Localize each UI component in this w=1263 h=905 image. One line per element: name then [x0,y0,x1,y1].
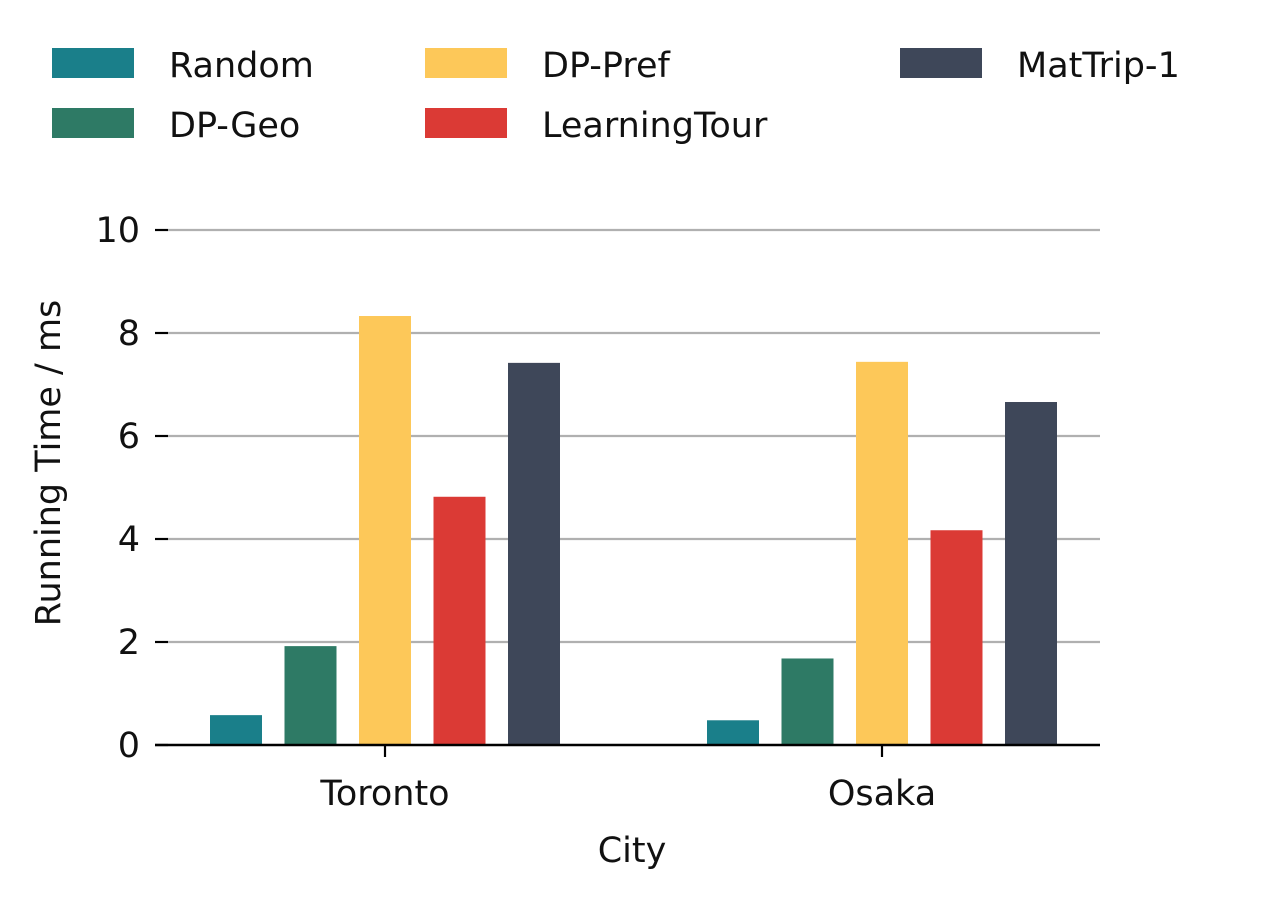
legend-swatch [900,48,982,78]
legend-label: DP-Geo [169,106,300,146]
legend-swatch [52,48,134,78]
x-axis-label: City [598,831,667,871]
legend-swatch [52,108,134,138]
legend-label: DP-Pref [542,46,671,86]
bar-dp-geo-toronto [284,646,337,745]
bar-dp-pref-toronto [359,316,411,745]
x-tick-label-osaka: Osaka [828,774,936,814]
y-tick-label: 0 [118,726,140,766]
y-tick-label: 2 [118,623,140,663]
bar-random-osaka [707,720,759,745]
legend-item-mattrip-1: MatTrip-1 [900,46,1180,86]
legend-swatch [425,48,507,78]
legend-item-random: Random [52,46,314,86]
bar-learningtour-osaka [930,530,983,745]
bars [210,316,1057,745]
legend-label: Random [169,46,314,86]
legend-item-dp-pref: DP-Pref [425,46,671,86]
legend-label: LearningTour [542,106,768,146]
y-tick-label: 10 [95,211,140,251]
legend-label: MatTrip-1 [1017,46,1180,86]
legend-swatch [425,108,507,138]
axes: City Running Time / ms 0 2 4 6 8 10 Toronto Osa… [29,211,1100,871]
legend-item-dp-geo: DP-Geo [52,106,300,146]
bar-mattrip-1-osaka [1005,402,1057,745]
bar-dp-geo-osaka [781,658,834,745]
y-tick-label: 6 [118,417,140,457]
y-tick-label: 4 [118,520,140,560]
legend: Random DP-Geo DP-Pref LearningTour MatTrip-1 [52,46,1180,146]
bar-mattrip-1-toronto [508,362,560,745]
bar-learningtour-toronto [433,496,486,745]
y-axis-label: Running Time / ms [29,300,69,627]
bar-dp-pref-osaka [856,361,908,745]
y-tick-label: 8 [118,314,140,354]
bar-random-toronto [210,715,262,745]
x-tick-label-toronto: Toronto [319,774,449,814]
legend-item-learningtour: LearningTour [425,106,768,146]
